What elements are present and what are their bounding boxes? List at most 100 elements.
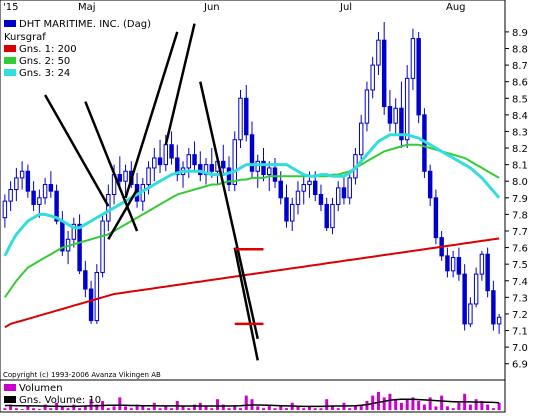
candle-body-up	[186, 154, 192, 169]
volume-bar	[187, 408, 191, 410]
candle-body-down	[341, 187, 347, 199]
volume-bar	[353, 406, 357, 410]
moving-average-lines	[3, 133, 501, 329]
candle-body-up	[335, 187, 341, 205]
legend: DHT MARITIME. INC. (Dag) Kursgraf Gns. 1…	[2, 15, 152, 79]
volume-bar	[273, 408, 277, 410]
legend-volume-avg: Gns. Volume: 10	[19, 395, 101, 406]
y-tick-label: 7.8	[512, 210, 528, 221]
candle-body-up	[370, 64, 375, 91]
copyright-text: Copyright (c) 1993-2006 Avanza Vikingen …	[3, 371, 161, 379]
year-label: '15	[3, 2, 18, 13]
volume-bar	[216, 399, 220, 410]
y-tick-label: 8.5	[512, 94, 528, 105]
volume-bar	[451, 408, 455, 410]
candle-body-down	[312, 180, 318, 195]
legend-background	[2, 15, 152, 70]
candle-body-down	[456, 257, 462, 275]
volume-bar	[37, 409, 41, 410]
legend-ma24: Gns. 3: 24	[19, 68, 70, 79]
candle-body-up	[203, 164, 209, 176]
y-tick-label: 7.6	[512, 244, 528, 255]
candle-body-up	[307, 180, 312, 186]
volume-bar	[66, 408, 70, 410]
legend-swatch-ma200	[4, 45, 16, 52]
y-tick-label: 8.3	[512, 127, 528, 138]
volume-bar	[89, 399, 93, 410]
y-tick-label: 7.4	[512, 277, 528, 288]
volume-bar	[233, 406, 237, 410]
candle-body-down	[198, 164, 203, 176]
volume-bar	[26, 406, 30, 410]
volume-bar	[376, 392, 380, 410]
volume-bar	[14, 408, 18, 410]
candle-body-up	[232, 139, 237, 186]
candle-body-up	[267, 167, 272, 176]
volume-bar	[394, 399, 398, 410]
candle-body-down	[284, 197, 289, 222]
legend-ma50: Gns. 2: 50	[19, 56, 70, 67]
volume-bar	[330, 406, 334, 410]
candle-body-up	[364, 89, 370, 124]
candle-body-up	[163, 144, 169, 166]
volume-bar	[83, 406, 87, 410]
y-tick-label: 7.3	[512, 293, 528, 304]
candle-body-up	[358, 122, 364, 156]
volume-bar	[141, 406, 145, 410]
legend-swatch-volume-avg	[4, 396, 16, 403]
volume-bar	[43, 404, 47, 410]
y-axis: 6.9 7.0 7.1 7.2 7.3 7.4 7.5 7.6 7.7 7.8 7.9 8.0 8.1 8…	[505, 28, 528, 371]
candle-body-up	[123, 170, 128, 182]
volume-bar	[428, 397, 432, 410]
candle-body-up	[347, 177, 352, 199]
candle-body-down	[445, 255, 450, 272]
volume-bar	[3, 408, 7, 410]
candle-body-up	[393, 107, 398, 124]
candle-body-down	[261, 160, 266, 176]
candle-body-down	[209, 164, 214, 172]
volume-bar	[313, 408, 317, 410]
month-label-maj: Maj	[78, 2, 96, 13]
candle-body-up	[479, 253, 485, 275]
legend-kursgraf: Kursgraf	[4, 32, 46, 43]
candle-body-down	[157, 157, 163, 166]
candle-body-down	[433, 197, 439, 239]
volume-bar	[49, 408, 53, 410]
volume-bar	[319, 408, 323, 410]
legend-swatch-ma24	[4, 69, 16, 76]
volume-bar	[405, 399, 409, 410]
volume-bar	[468, 404, 472, 410]
volume-bar	[32, 408, 36, 410]
legend-title: DHT MARITIME. INC. (Dag)	[19, 19, 151, 30]
legend-swatch-volume	[4, 384, 16, 391]
legend-swatch-price	[4, 20, 16, 27]
candle-body-up	[42, 184, 48, 199]
candle-body-up	[152, 157, 157, 169]
volume-bars-layer	[3, 392, 501, 410]
volume-bar	[474, 399, 478, 410]
volume-bar	[95, 404, 99, 410]
volume-bar	[221, 404, 225, 410]
volume-bar	[147, 408, 151, 410]
candle-body-down	[226, 167, 232, 186]
volume-bar	[193, 404, 197, 410]
candle-body-up	[146, 167, 151, 186]
y-tick-label: 8.2	[512, 144, 528, 155]
candle-body-up	[468, 303, 473, 325]
candle-body-up	[473, 273, 479, 305]
candle-body-down	[244, 97, 249, 136]
volume-bar	[388, 393, 392, 410]
candle-body-down	[318, 193, 324, 205]
candle-body-down	[272, 167, 278, 182]
volume-bar	[491, 408, 495, 410]
volume-bar	[239, 408, 243, 410]
month-label-jul: Jul	[339, 2, 352, 13]
month-label-aug: Aug	[446, 2, 466, 13]
y-tick-label: 8.8	[512, 44, 528, 55]
volume-bar	[112, 406, 116, 410]
trend-line	[44, 94, 110, 207]
candle-body-down	[83, 270, 88, 290]
candle-body-up	[8, 189, 13, 202]
candle-body-up	[238, 97, 243, 141]
volume-bar	[307, 406, 311, 410]
